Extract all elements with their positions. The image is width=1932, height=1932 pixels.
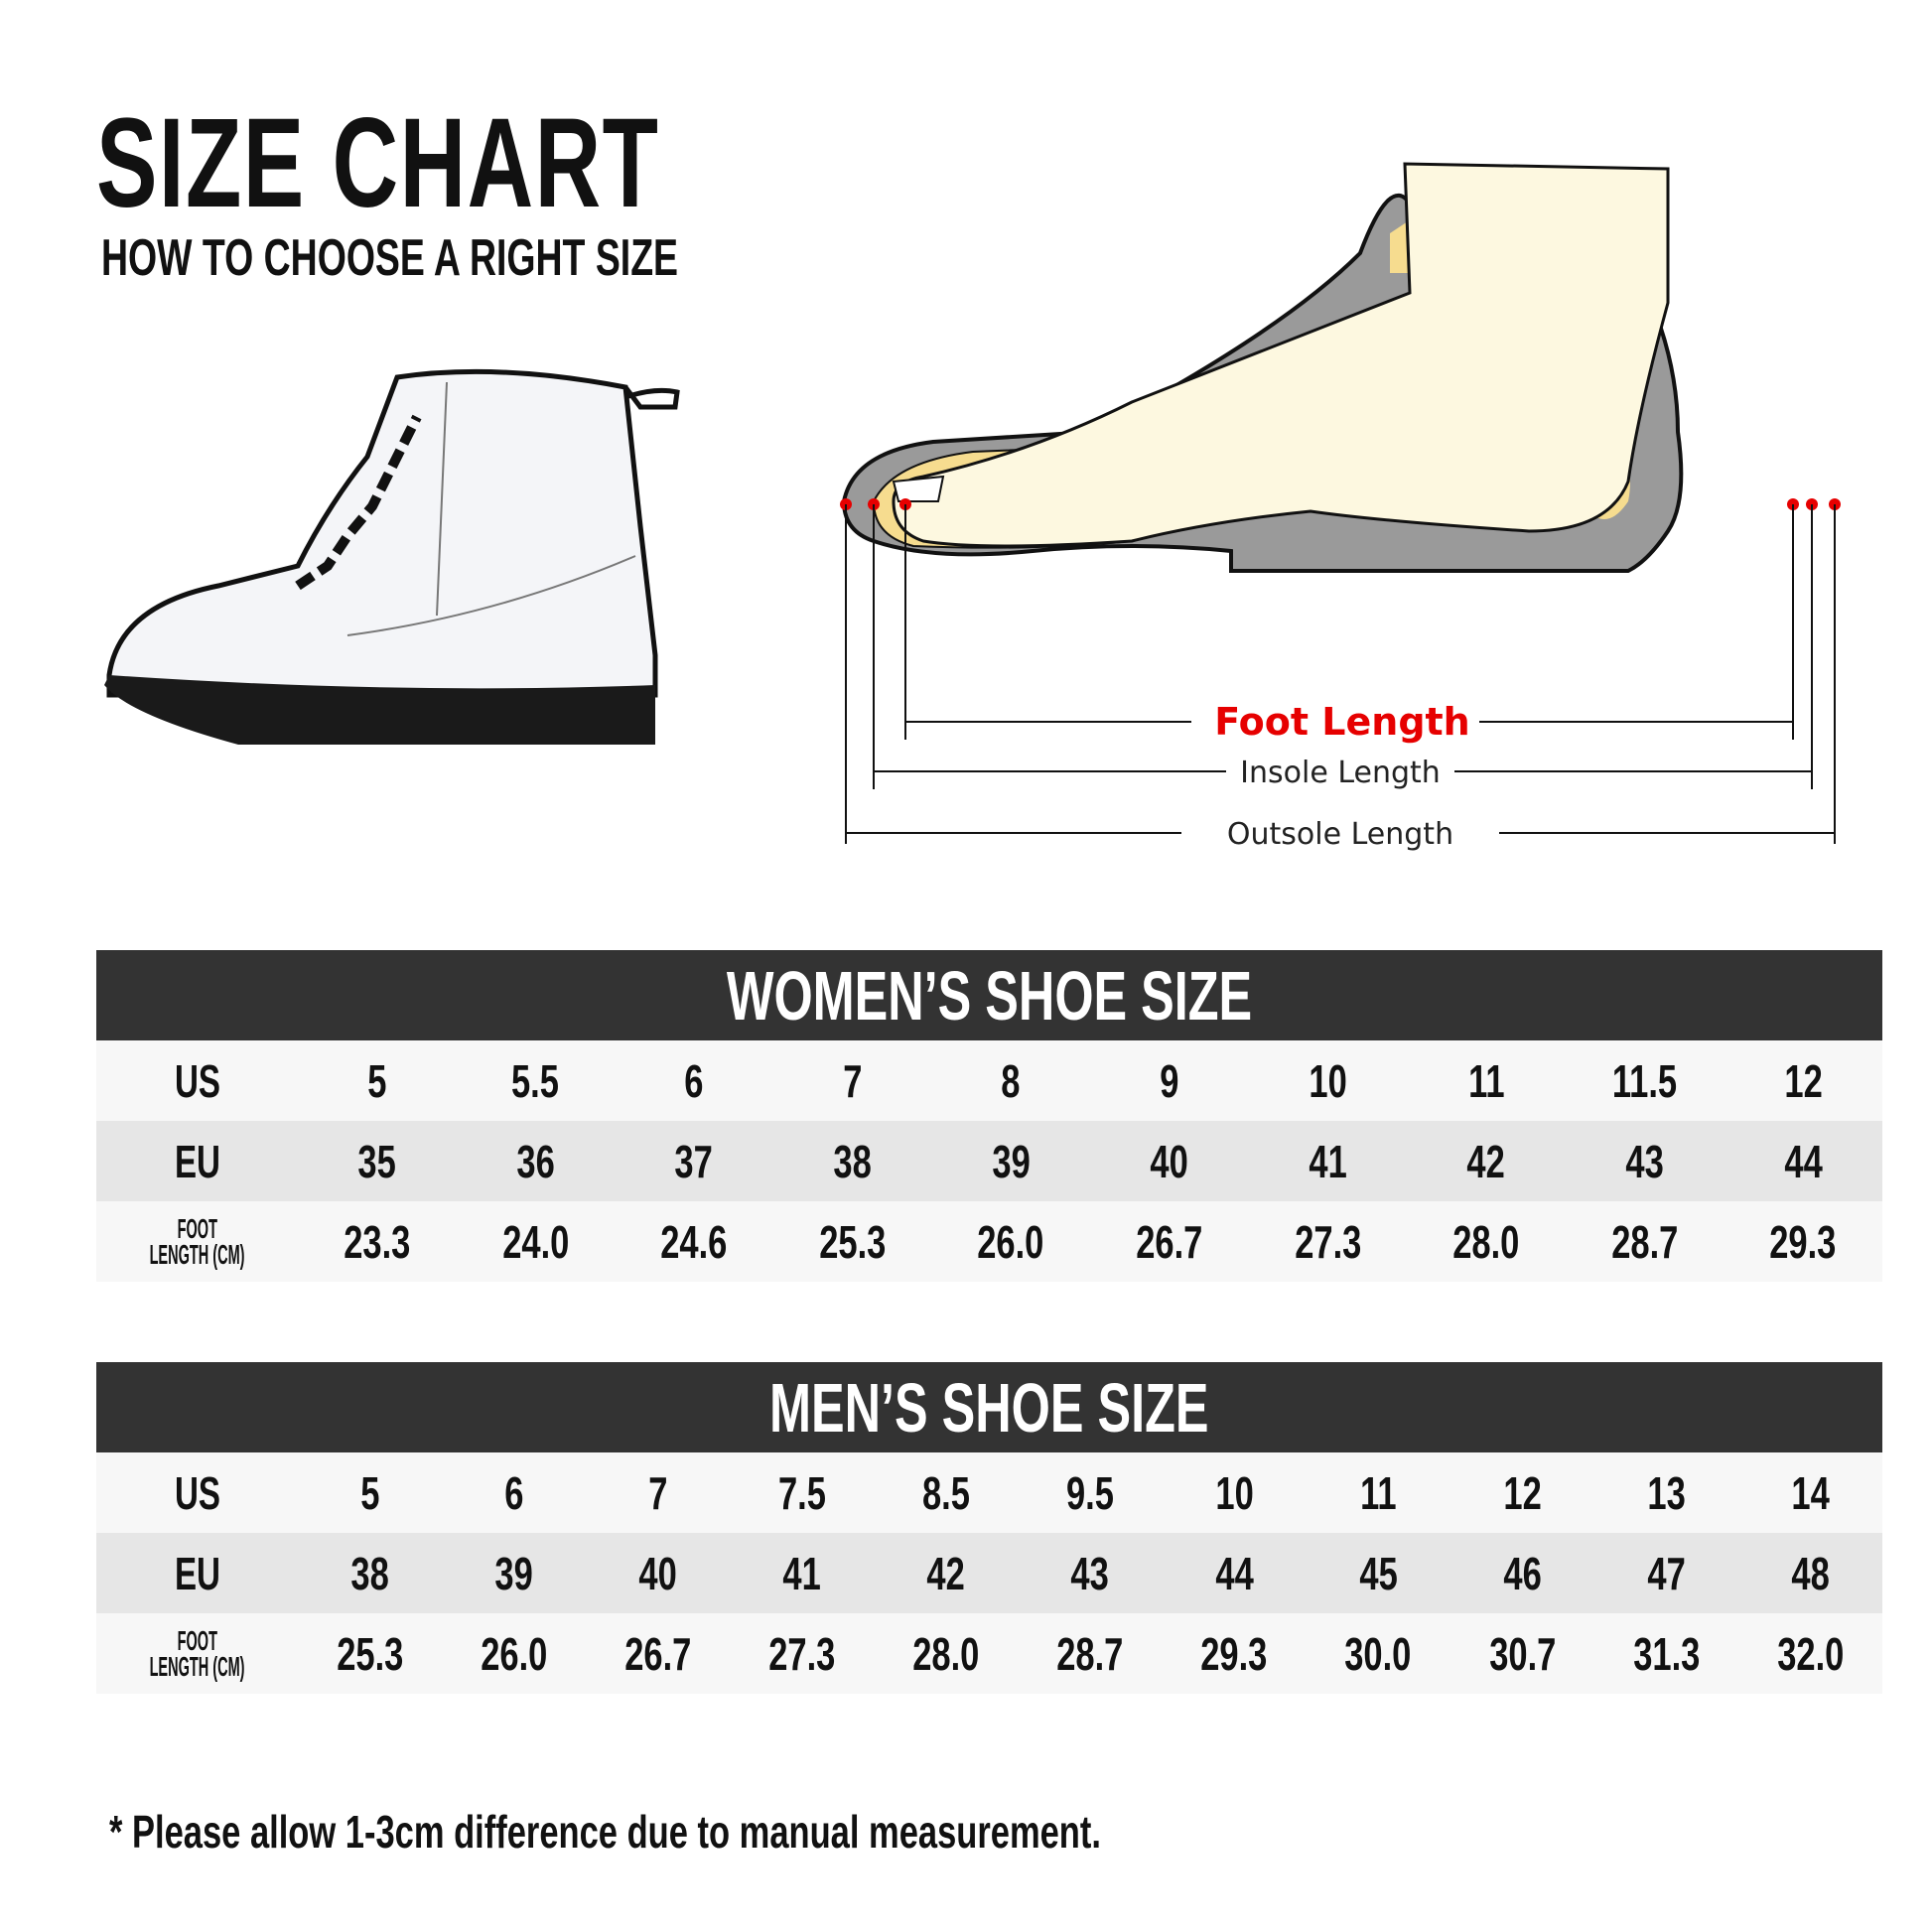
table-cell: 25.3 xyxy=(336,1627,404,1680)
table-row: FOOT LENGTH (CM) 23.3 24.0 24.6 25.3 26.0 26.7 2… xyxy=(96,1201,1882,1282)
table-cell: 28.0 xyxy=(912,1627,980,1680)
table-cell: 8 xyxy=(1001,1054,1021,1107)
row-label: FOOT LENGTH (CM) xyxy=(149,1624,245,1682)
table-cell: 14 xyxy=(1791,1466,1830,1519)
table-cell: 43 xyxy=(1070,1547,1110,1599)
table-cell: 5 xyxy=(367,1054,387,1107)
table-cell: 25.3 xyxy=(819,1215,887,1268)
table-cell: 28.7 xyxy=(1056,1627,1124,1680)
table-cell: 31.3 xyxy=(1632,1627,1700,1680)
table-cell: 24.0 xyxy=(501,1215,569,1268)
table-cell: 10 xyxy=(1214,1466,1254,1519)
table-cell: 44 xyxy=(1783,1135,1823,1187)
table-cell: 8.5 xyxy=(921,1466,970,1519)
table-cell: 38 xyxy=(833,1135,872,1187)
table-cell: 46 xyxy=(1503,1547,1542,1599)
table-cell: 6 xyxy=(504,1466,524,1519)
table-cell: 9.5 xyxy=(1066,1466,1114,1519)
table-cell: 43 xyxy=(1625,1135,1664,1187)
table-cell: 10 xyxy=(1309,1054,1347,1107)
page-title: SIZE CHART xyxy=(96,92,660,234)
table-cell: 7 xyxy=(842,1054,863,1107)
table-cell: 28.0 xyxy=(1452,1215,1520,1268)
table-cell: 26.7 xyxy=(624,1627,692,1680)
table-row: EU 38 39 40 41 42 43 44 45 46 47 48 xyxy=(96,1533,1882,1613)
table-cell: 36 xyxy=(516,1135,555,1187)
table-cell: 45 xyxy=(1359,1547,1398,1599)
table-cell: 5.5 xyxy=(511,1054,560,1107)
table-cell: 29.3 xyxy=(1769,1215,1837,1268)
table-title: MEN’S SHOE SIZE xyxy=(96,1362,1882,1452)
row-label: US xyxy=(174,1054,220,1107)
table-row: FOOT LENGTH (CM) 25.3 26.0 26.7 27.3 28.0 28.7 2… xyxy=(96,1613,1882,1694)
table-row: US 5 6 7 7.5 8.5 9.5 10 11 12 13 14 xyxy=(96,1452,1882,1533)
table-cell: 41 xyxy=(782,1547,822,1599)
table-cell: 30.7 xyxy=(1488,1627,1556,1680)
table-cell: 5 xyxy=(359,1466,380,1519)
table-cell: 23.3 xyxy=(344,1215,411,1268)
boot-image xyxy=(104,368,680,745)
womens-size-table: WOMEN’S SHOE SIZE US 5 5.5 6 7 8 9 10 11 11.5 12 EU 3… xyxy=(96,950,1882,1282)
row-label: EU xyxy=(174,1135,220,1187)
table-cell: 30.0 xyxy=(1344,1627,1412,1680)
table-cell: 11.5 xyxy=(1611,1054,1678,1107)
table-cell: 7.5 xyxy=(777,1466,826,1519)
table-cell: 26.0 xyxy=(977,1215,1044,1268)
foot-measurement-diagram: Foot Length Insole Length Outsole Length xyxy=(840,162,1841,852)
table-cell: 11 xyxy=(1359,1466,1397,1519)
row-label: EU xyxy=(174,1547,220,1599)
table-cell: 42 xyxy=(1466,1135,1506,1187)
table-cell: 26.0 xyxy=(481,1627,548,1680)
table-cell: 38 xyxy=(350,1547,389,1599)
table-cell: 13 xyxy=(1647,1466,1686,1519)
footnote: * Please allow 1-3cm difference due to m… xyxy=(109,1806,1101,1858)
table-cell: 26.7 xyxy=(1136,1215,1203,1268)
foot-length-label: Foot Length xyxy=(1214,700,1469,744)
table-cell: 40 xyxy=(1150,1135,1188,1187)
table-cell: 35 xyxy=(357,1135,396,1187)
table-cell: 29.3 xyxy=(1200,1627,1268,1680)
table-cell: 7 xyxy=(648,1466,668,1519)
table-cell: 24.6 xyxy=(660,1215,728,1268)
table-cell: 27.3 xyxy=(1294,1215,1361,1268)
table-cell: 12 xyxy=(1783,1054,1823,1107)
table-cell: 41 xyxy=(1309,1135,1347,1187)
table-cell: 32.0 xyxy=(1776,1627,1845,1680)
row-label: US xyxy=(174,1466,220,1519)
table-row: EU 35 36 37 38 39 40 41 42 43 44 xyxy=(96,1121,1882,1201)
table-cell: 9 xyxy=(1160,1054,1179,1107)
page-subtitle: HOW TO CHOOSE A RIGHT SIZE xyxy=(101,229,679,287)
outsole-length-label: Outsole Length xyxy=(1227,817,1453,852)
table-cell: 39 xyxy=(494,1547,533,1599)
row-label: FOOT LENGTH (CM) xyxy=(149,1212,245,1270)
table-title: WOMEN’S SHOE SIZE xyxy=(96,950,1882,1040)
mens-size-table: MEN’S SHOE SIZE US 5 6 7 7.5 8.5 9.5 10 11 12 13 14 E… xyxy=(96,1362,1882,1694)
table-cell: 27.3 xyxy=(768,1627,836,1680)
table-cell: 40 xyxy=(638,1547,677,1599)
table-cell: 44 xyxy=(1214,1547,1254,1599)
insole-length-label: Insole Length xyxy=(1240,756,1441,790)
table-cell: 37 xyxy=(674,1135,714,1187)
table-cell: 42 xyxy=(926,1547,966,1599)
table-cell: 11 xyxy=(1467,1054,1505,1107)
table-cell: 39 xyxy=(991,1135,1031,1187)
table-cell: 48 xyxy=(1791,1547,1830,1599)
table-cell: 6 xyxy=(684,1054,704,1107)
table-cell: 47 xyxy=(1647,1547,1686,1599)
table-cell: 12 xyxy=(1503,1466,1542,1519)
table-row: US 5 5.5 6 7 8 9 10 11 11.5 12 xyxy=(96,1040,1882,1121)
table-cell: 28.7 xyxy=(1610,1215,1679,1268)
